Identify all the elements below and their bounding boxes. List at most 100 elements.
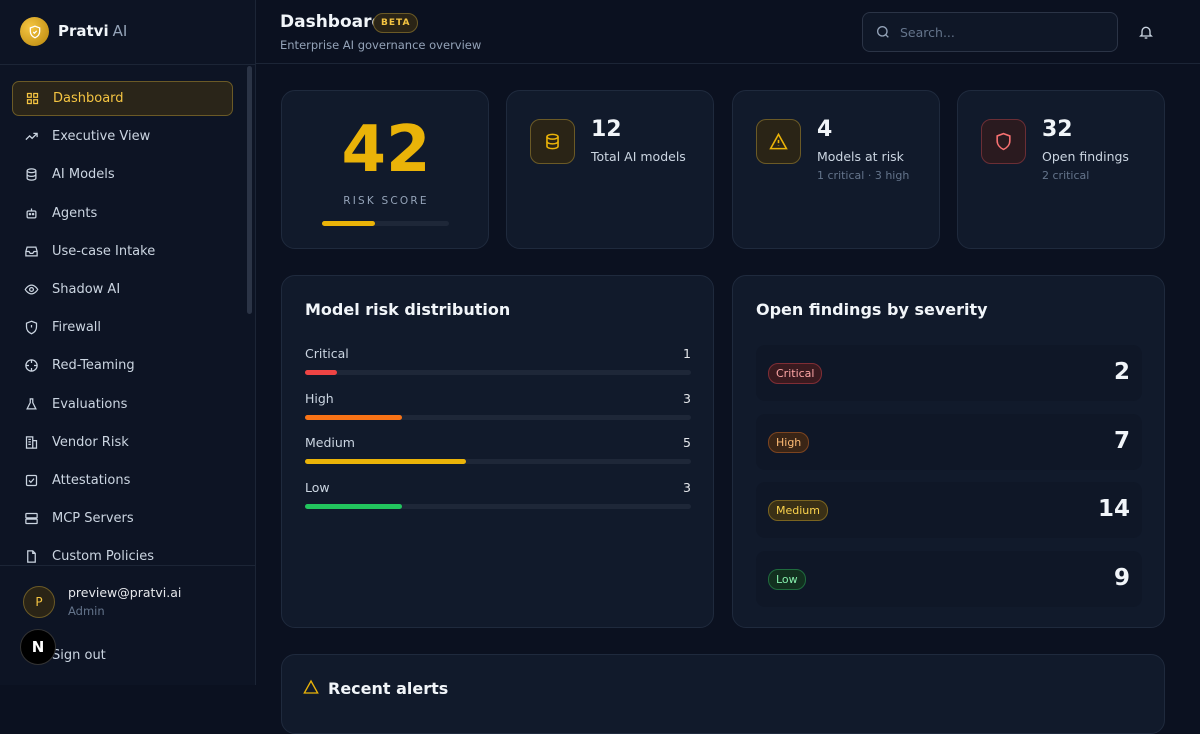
nav-label: MCP Servers <box>52 511 134 527</box>
risk-track <box>305 370 691 375</box>
page-title: Dashboard <box>280 12 384 32</box>
risk-score-bar <box>322 221 376 226</box>
finding-row: Low 9 <box>756 550 1142 607</box>
risk-count: 5 <box>683 435 691 450</box>
stat-card: 12 Total AI models <box>506 90 714 249</box>
risk-score-label: RISK SCORE <box>343 195 429 207</box>
stat-label: Models at risk <box>817 149 904 164</box>
nav-label: Evaluations <box>52 396 128 412</box>
avatar[interactable]: P <box>23 586 55 618</box>
nav-label: Use-case Intake <box>52 243 156 259</box>
stat-label: Total AI models <box>591 149 686 164</box>
divider <box>0 565 255 566</box>
risk-score-track <box>322 221 449 226</box>
icon <box>546 133 559 150</box>
alert-icon <box>303 679 319 694</box>
severity-pill: Critical <box>768 363 823 384</box>
severity-pill: Medium <box>768 500 828 521</box>
nav-label: Shadow AI <box>52 282 121 297</box>
nav-icon <box>26 168 37 182</box>
brand-name: Pratvi <box>58 22 109 40</box>
severity-pill: High <box>768 431 810 453</box>
finding-row: Medium 14 <box>756 482 1142 538</box>
nav-label: AI Models <box>52 167 115 183</box>
stat-card: 32 Open findings 2 critical <box>957 90 1165 249</box>
nav-label: Agents <box>52 205 98 221</box>
nav-icon <box>25 474 38 487</box>
nav-icon <box>25 320 38 335</box>
findings-panel: Open findings by severity Critical 2 High 7… <box>732 275 1165 628</box>
finding-row: High 7 <box>756 413 1142 470</box>
divider <box>0 64 255 65</box>
nav-icon <box>25 132 38 141</box>
nav-item[interactable]: Executive View <box>12 119 233 154</box>
sign-out[interactable]: Sign out <box>52 648 106 663</box>
panel-title: Open findings by severity <box>756 300 988 319</box>
nav-icon <box>25 513 38 525</box>
finding-count: 14 <box>1097 496 1130 522</box>
nav-icon <box>25 436 38 449</box>
search[interactable]: Search... <box>862 12 1118 52</box>
nav-item[interactable]: Use-case Intake <box>12 234 233 269</box>
finding-count: 7 <box>1113 427 1130 454</box>
nav-icon <box>25 246 38 257</box>
brand-suffix: AI <box>112 22 128 40</box>
scrollbar[interactable] <box>247 66 252 314</box>
nav-item[interactable]: Dashboard <box>12 81 233 116</box>
nav-item[interactable]: Custom Policies <box>12 539 233 574</box>
risk-score-card: 42 RISK SCORE <box>281 90 489 249</box>
risk-score-value: 42 <box>341 113 431 187</box>
risk-track <box>305 459 691 464</box>
risk-track <box>305 414 691 420</box>
panel-title: Model risk distribution <box>305 300 511 319</box>
nav-item[interactable]: Shadow AI <box>12 272 233 307</box>
risk-bar <box>305 459 466 464</box>
nav-icon <box>27 550 36 564</box>
finding-count: 9 <box>1113 564 1130 591</box>
risk-count: 3 <box>683 479 691 495</box>
nav-item[interactable]: Firewall <box>12 310 233 345</box>
nav-icon <box>25 359 38 373</box>
finding-row: Critical 2 <box>756 345 1142 401</box>
nav-label: Vendor Risk <box>52 434 129 450</box>
risk-bar <box>305 414 402 420</box>
nav-item[interactable]: Red-Teaming <box>12 348 233 383</box>
nav-item[interactable]: AI Models <box>12 157 233 192</box>
nav-item[interactable]: Vendor Risk <box>12 425 233 460</box>
notifications[interactable] <box>1138 24 1154 40</box>
brand: Pratvi AI <box>58 22 127 40</box>
stat-value: 12 <box>591 117 622 142</box>
dev-badge[interactable]: N <box>20 629 56 665</box>
stat-detail: 2 critical <box>1042 169 1090 182</box>
stat-card: 4 Models at risk 1 critical · 3 high <box>732 90 940 249</box>
header: Dashboard BETA Enterprise AI governance … <box>256 0 1200 64</box>
distribution-panel: Model risk distribution Critical 1 High 3 Me… <box>281 275 714 628</box>
nav-item[interactable]: Agents <box>12 196 233 231</box>
risk-count: 3 <box>683 390 691 406</box>
nav-label: Custom Policies <box>52 549 155 565</box>
nav-item[interactable]: Attestations <box>12 463 233 498</box>
nav-item[interactable]: Evaluations <box>12 387 233 422</box>
nav-icon <box>26 397 37 410</box>
risk-label: High <box>305 390 334 406</box>
risk-bar <box>305 503 402 509</box>
stat-icon <box>756 119 801 164</box>
search-placeholder: Search... <box>900 24 955 40</box>
nav-label: Attestations <box>52 473 131 488</box>
stat-icon <box>981 119 1026 164</box>
icon <box>769 132 788 150</box>
nav-item[interactable]: MCP Servers <box>12 501 233 536</box>
logo[interactable] <box>20 17 49 46</box>
stat-icon <box>530 119 575 164</box>
risk-label: Low <box>305 479 330 495</box>
risk-count: 1 <box>683 346 691 361</box>
risk-bar <box>305 370 338 375</box>
finding-count: 2 <box>1113 359 1130 385</box>
alerts-panel: Recent alerts <box>281 654 1165 734</box>
nav-label: Red-Teaming <box>52 358 135 374</box>
risk-label: Medium <box>305 435 355 450</box>
nav-label: Dashboard <box>53 91 124 106</box>
stat-detail: 1 critical · 3 high <box>817 169 910 182</box>
icon <box>996 132 1011 151</box>
